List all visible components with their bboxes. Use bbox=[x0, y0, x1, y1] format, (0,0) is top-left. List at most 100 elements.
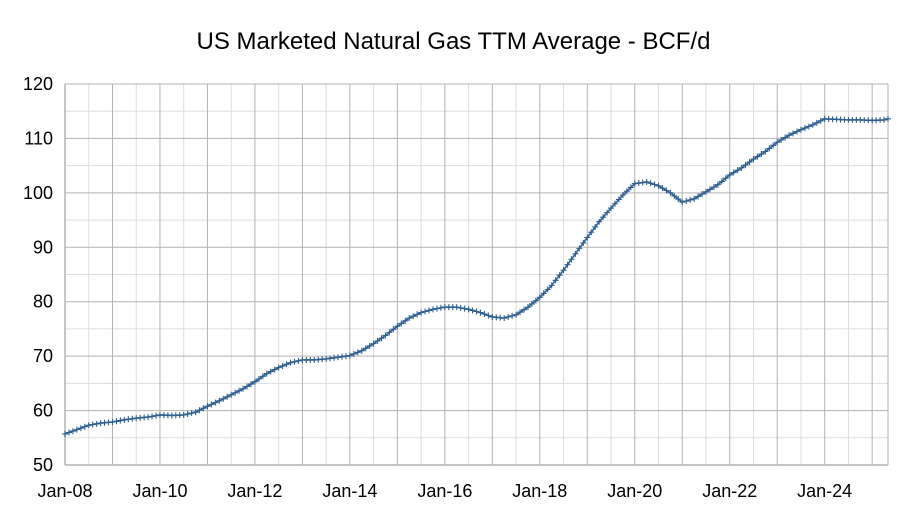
data-point-marker bbox=[766, 145, 773, 152]
data-point-marker bbox=[746, 159, 753, 166]
data-point-marker bbox=[797, 126, 804, 133]
data-point-marker bbox=[366, 342, 373, 349]
data-point-marker bbox=[793, 128, 800, 135]
data-point-marker bbox=[477, 309, 484, 316]
data-point-marker bbox=[346, 352, 353, 359]
data-point-marker bbox=[410, 313, 417, 320]
data-point-marker bbox=[362, 345, 369, 352]
y-tick-label: 100 bbox=[23, 183, 53, 203]
x-tick-label: Jan-12 bbox=[227, 481, 282, 501]
data-point-marker bbox=[188, 410, 195, 417]
data-point-marker bbox=[801, 125, 808, 132]
data-point-marker bbox=[762, 148, 769, 155]
data-point-marker bbox=[552, 277, 559, 284]
data-point-marker bbox=[734, 167, 741, 174]
data-point-marker bbox=[750, 156, 757, 163]
data-point-marker bbox=[710, 184, 717, 191]
x-tick-label: Jan-16 bbox=[417, 481, 472, 501]
chart-title: US Marketed Natural Gas TTM Average - BC… bbox=[196, 28, 711, 55]
data-point-marker bbox=[501, 315, 508, 322]
data-point-marker bbox=[149, 413, 156, 420]
data-point-marker bbox=[216, 397, 223, 404]
data-point-marker bbox=[655, 182, 662, 189]
data-point-marker bbox=[517, 309, 524, 316]
data-point-marker bbox=[778, 136, 785, 143]
x-tick-label: Jan-24 bbox=[797, 481, 852, 501]
data-point-marker bbox=[576, 245, 583, 252]
data-point-marker bbox=[255, 376, 262, 383]
data-point-marker bbox=[212, 399, 219, 406]
y-tick-label: 110 bbox=[24, 128, 53, 148]
data-point-marker bbox=[81, 423, 88, 430]
data-point-marker bbox=[398, 320, 405, 327]
data-point-marker bbox=[540, 290, 547, 297]
data-point-marker bbox=[608, 205, 615, 212]
data-point-marker bbox=[109, 419, 116, 426]
data-point-marker bbox=[244, 383, 251, 390]
x-tick-label: Jan-10 bbox=[132, 481, 187, 501]
data-point-marker bbox=[584, 234, 591, 241]
data-point-marker bbox=[683, 198, 690, 205]
data-point-marker bbox=[548, 282, 555, 289]
data-point-marker bbox=[520, 306, 527, 313]
data-point-marker bbox=[453, 304, 460, 311]
data-point-marker bbox=[390, 326, 397, 333]
data-point-marker bbox=[560, 267, 567, 274]
data-point-marker bbox=[627, 184, 634, 191]
data-point-marker bbox=[881, 116, 888, 123]
data-point-marker bbox=[564, 261, 571, 268]
y-tick-label: 120 bbox=[23, 74, 53, 94]
data-point-marker bbox=[386, 329, 393, 336]
y-tick-label: 90 bbox=[33, 237, 53, 257]
data-point-marker bbox=[619, 192, 626, 199]
data-point-marker bbox=[687, 196, 694, 203]
data-point-marker bbox=[236, 387, 243, 394]
data-point-marker bbox=[528, 300, 535, 307]
data-point-marker bbox=[695, 193, 702, 200]
data-point-marker bbox=[623, 188, 630, 195]
data-point-marker bbox=[659, 185, 666, 192]
y-tick-label: 60 bbox=[33, 401, 53, 421]
data-point-marker bbox=[204, 403, 211, 410]
data-point-marker bbox=[180, 411, 187, 418]
data-point-marker bbox=[611, 200, 618, 207]
data-point-marker bbox=[247, 381, 254, 388]
data-point-marker bbox=[643, 178, 650, 185]
y-tick-label: 80 bbox=[33, 292, 53, 312]
data-point-marker bbox=[572, 250, 579, 257]
data-point-marker bbox=[378, 335, 385, 342]
data-point-marker bbox=[228, 391, 235, 398]
data-point-marker bbox=[702, 188, 709, 195]
x-tick-label: Jan-14 bbox=[322, 481, 377, 501]
data-point-marker bbox=[283, 361, 290, 368]
data-point-marker bbox=[809, 121, 816, 128]
data-point-marker bbox=[536, 294, 543, 301]
data-point-marker bbox=[62, 430, 68, 437]
data-point-marker bbox=[113, 418, 120, 425]
data-point-marker bbox=[485, 312, 492, 319]
data-point-marker bbox=[885, 115, 891, 122]
data-point-marker bbox=[232, 389, 239, 396]
data-point-marker bbox=[437, 304, 444, 311]
data-point-marker bbox=[89, 421, 96, 428]
series bbox=[62, 115, 891, 437]
data-point-marker bbox=[394, 323, 401, 330]
data-point-marker bbox=[224, 393, 231, 400]
data-point-marker bbox=[699, 191, 706, 198]
data-point-marker bbox=[469, 307, 476, 314]
data-point-marker bbox=[770, 142, 777, 149]
data-point-marker bbox=[77, 425, 84, 432]
data-point-marker bbox=[145, 414, 152, 421]
data-point-marker bbox=[813, 119, 820, 126]
data-point-marker bbox=[568, 256, 575, 263]
data-point-marker bbox=[457, 304, 464, 311]
data-point-marker bbox=[279, 362, 286, 369]
data-point-marker bbox=[513, 311, 520, 318]
data-point-marker bbox=[153, 412, 160, 419]
data-point-marker bbox=[433, 305, 440, 312]
data-point-marker bbox=[374, 337, 381, 344]
data-point-marker bbox=[671, 192, 678, 199]
tick-labels: 50 60 70 80 90 100 110 120 Jan-08 Jan-10 Jan-12 Jan… bbox=[23, 74, 852, 501]
